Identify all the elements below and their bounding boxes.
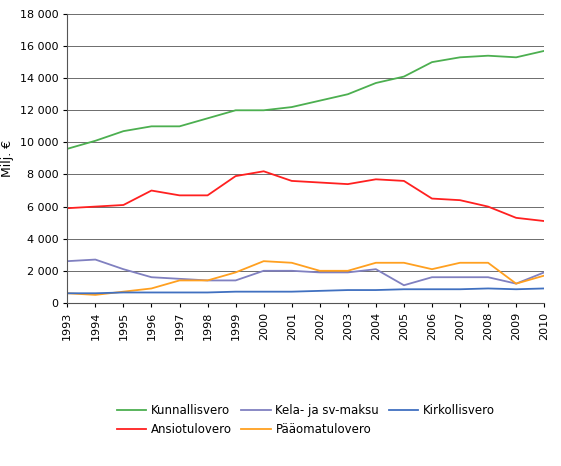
Kunnallisvero (401, 74, 407, 79)
Pääomatulovero (120, 289, 127, 295)
Kirkollisvero (457, 287, 463, 292)
Kunnallisvero (344, 91, 351, 97)
Kirkollisvero (288, 289, 295, 295)
Kirkollisvero (316, 288, 323, 294)
Kunnallisvero (232, 108, 239, 113)
Kirkollisvero (373, 287, 379, 293)
Kunnallisvero (288, 104, 295, 110)
Pääomatulovero (344, 268, 351, 274)
Pääomatulovero (513, 281, 519, 287)
Kunnallisvero (513, 55, 519, 60)
Kirkollisvero (513, 287, 519, 292)
Kela- ja sv-maksu (120, 267, 127, 272)
Ansiotulovero (64, 206, 71, 211)
Kela- ja sv-maksu (485, 274, 491, 280)
Line: Kirkollisvero: Kirkollisvero (67, 288, 544, 293)
Kirkollisvero (92, 290, 99, 296)
Pääomatulovero (204, 278, 211, 283)
Ansiotulovero (148, 188, 155, 193)
Kunnallisvero (64, 146, 71, 151)
Line: Ansiotulovero: Ansiotulovero (67, 171, 544, 221)
Kela- ja sv-maksu (176, 276, 183, 281)
Kirkollisvero (485, 286, 491, 291)
Kela- ja sv-maksu (316, 270, 323, 275)
Kirkollisvero (64, 290, 71, 296)
Kela- ja sv-maksu (64, 258, 71, 264)
Kela- ja sv-maksu (541, 270, 548, 275)
Kirkollisvero (176, 290, 183, 295)
Kela- ja sv-maksu (204, 278, 211, 283)
Kela- ja sv-maksu (92, 257, 99, 262)
Kirkollisvero (204, 290, 211, 295)
Kirkollisvero (401, 287, 407, 292)
Kunnallisvero (148, 123, 155, 129)
Kunnallisvero (485, 53, 491, 59)
Line: Kela- ja sv-maksu: Kela- ja sv-maksu (67, 260, 544, 285)
Pääomatulovero (64, 290, 71, 296)
Kela- ja sv-maksu (373, 267, 379, 272)
Y-axis label: Milj. €: Milj. € (1, 140, 14, 177)
Ansiotulovero (176, 192, 183, 198)
Kirkollisvero (429, 287, 435, 292)
Kunnallisvero (176, 123, 183, 129)
Ansiotulovero (120, 202, 127, 208)
Kirkollisvero (260, 289, 267, 295)
Pääomatulovero (92, 292, 99, 298)
Kunnallisvero (457, 55, 463, 60)
Kela- ja sv-maksu (513, 281, 519, 287)
Ansiotulovero (485, 204, 491, 209)
Ansiotulovero (513, 215, 519, 220)
Line: Kunnallisvero: Kunnallisvero (67, 51, 544, 149)
Ansiotulovero (288, 178, 295, 184)
Ansiotulovero (457, 198, 463, 203)
Ansiotulovero (260, 169, 267, 174)
Kunnallisvero (260, 108, 267, 113)
Line: Pääomatulovero: Pääomatulovero (67, 261, 544, 295)
Kela- ja sv-maksu (260, 268, 267, 274)
Pääomatulovero (260, 258, 267, 264)
Pääomatulovero (541, 273, 548, 278)
Ansiotulovero (373, 177, 379, 182)
Legend: Kunnallisvero, Ansiotulovero, Kela- ja sv-maksu, Pääomatulovero, Kirkollisvero: Kunnallisvero, Ansiotulovero, Kela- ja s… (117, 404, 495, 436)
Kunnallisvero (204, 116, 211, 121)
Pääomatulovero (401, 260, 407, 266)
Kela- ja sv-maksu (344, 270, 351, 275)
Pääomatulovero (288, 260, 295, 266)
Kela- ja sv-maksu (148, 274, 155, 280)
Ansiotulovero (541, 218, 548, 224)
Kela- ja sv-maksu (457, 274, 463, 280)
Kela- ja sv-maksu (429, 274, 435, 280)
Pääomatulovero (429, 267, 435, 272)
Ansiotulovero (316, 180, 323, 185)
Pääomatulovero (485, 260, 491, 266)
Pääomatulovero (176, 278, 183, 283)
Kunnallisvero (429, 59, 435, 65)
Kirkollisvero (120, 290, 127, 295)
Kela- ja sv-maksu (401, 282, 407, 288)
Kela- ja sv-maksu (288, 268, 295, 274)
Kunnallisvero (373, 80, 379, 86)
Ansiotulovero (429, 196, 435, 201)
Pääomatulovero (457, 260, 463, 266)
Pääomatulovero (148, 286, 155, 291)
Kirkollisvero (344, 287, 351, 293)
Kirkollisvero (232, 289, 239, 295)
Kunnallisvero (92, 138, 99, 144)
Ansiotulovero (401, 178, 407, 184)
Kunnallisvero (316, 98, 323, 103)
Kela- ja sv-maksu (232, 278, 239, 283)
Ansiotulovero (204, 192, 211, 198)
Pääomatulovero (373, 260, 379, 266)
Pääomatulovero (232, 270, 239, 275)
Kunnallisvero (541, 48, 548, 54)
Pääomatulovero (316, 268, 323, 274)
Ansiotulovero (92, 204, 99, 209)
Kirkollisvero (148, 290, 155, 295)
Ansiotulovero (232, 173, 239, 179)
Kirkollisvero (541, 286, 548, 291)
Ansiotulovero (344, 181, 351, 187)
Kunnallisvero (120, 128, 127, 134)
